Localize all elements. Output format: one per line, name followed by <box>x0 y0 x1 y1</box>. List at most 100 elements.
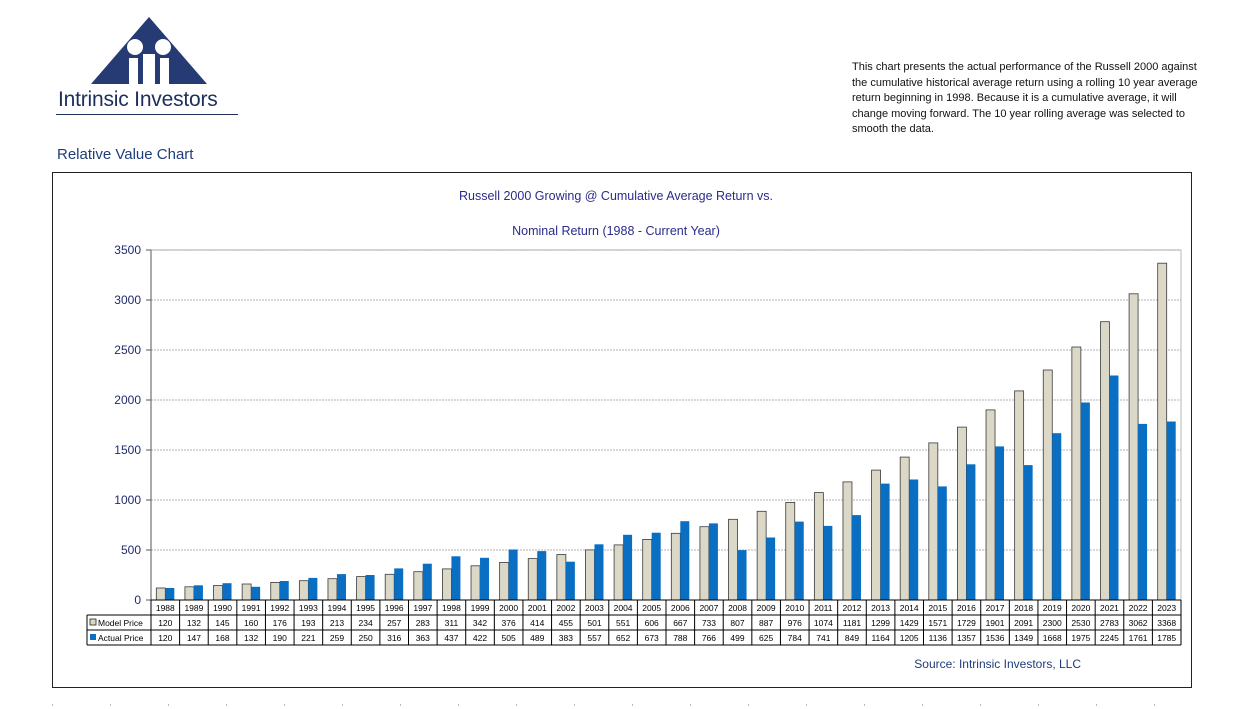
actual-price-value: 1164 <box>871 633 890 643</box>
model-price-value: 376 <box>502 618 516 628</box>
actual-price-value: 120 <box>158 633 172 643</box>
bar-actual-price <box>737 550 747 600</box>
model-price-value: 807 <box>730 618 744 628</box>
bar-actual-price <box>1138 423 1148 600</box>
x-tick-label: 1988 <box>156 603 175 613</box>
actual-price-value: 849 <box>845 633 859 643</box>
model-price-value: 976 <box>788 618 802 628</box>
model-price-value: 176 <box>273 618 287 628</box>
actual-price-value: 499 <box>730 633 744 643</box>
y-tick-label: 1000 <box>114 493 141 507</box>
bar-actual-price <box>794 521 804 600</box>
x-tick-label: 1993 <box>299 603 318 613</box>
model-price-value: 132 <box>187 618 201 628</box>
bar-actual-price <box>165 588 175 600</box>
bar-actual-price <box>1166 421 1176 600</box>
x-tick-label: 2005 <box>642 603 661 613</box>
x-tick-label: 2002 <box>556 603 575 613</box>
bar-actual-price <box>336 574 346 600</box>
actual-price-value: 221 <box>301 633 315 643</box>
y-axis: 0 500 1000 1500 2000 2500 3000 3500 <box>114 243 1182 607</box>
actual-price-value: 1536 <box>986 633 1005 643</box>
chart-source: Source: Intrinsic Investors, LLC <box>914 657 1081 671</box>
actual-price-value: 673 <box>645 633 659 643</box>
actual-price-value: 652 <box>616 633 630 643</box>
x-tick-label: 1994 <box>328 603 347 613</box>
actual-price-value: 489 <box>530 633 544 643</box>
model-price-value: 667 <box>673 618 687 628</box>
bar-actual-price <box>823 525 833 600</box>
bar-actual-price <box>394 568 404 600</box>
bars <box>155 262 1176 601</box>
actual-price-value: 363 <box>416 633 430 643</box>
bar-model-price <box>728 518 738 601</box>
brand-name: Intrinsic Investors <box>58 88 218 111</box>
bar-model-price <box>613 544 624 601</box>
x-tick-label: 2010 <box>785 603 804 613</box>
x-tick-label: 2004 <box>614 603 633 613</box>
x-tick-label: 2012 <box>843 603 862 613</box>
bar-model-price <box>356 576 366 601</box>
bar-model-price <box>327 578 338 601</box>
x-tick-label: 1991 <box>242 603 261 613</box>
bar-model-price <box>556 554 567 601</box>
x-tick-label: 1997 <box>413 603 432 613</box>
bar-model-price <box>270 581 281 601</box>
bar-actual-price <box>708 523 718 600</box>
bar-model-price <box>184 586 195 601</box>
bar-model-price <box>442 568 452 601</box>
bar-actual-price <box>308 577 318 600</box>
bar-actual-price <box>594 544 604 600</box>
x-tick-label: 1999 <box>471 603 490 613</box>
actual-price-value: 784 <box>788 633 802 643</box>
actual-price-value: 788 <box>673 633 687 643</box>
bar-model-price <box>899 456 910 601</box>
legend-label: Actual Price <box>98 633 144 643</box>
bar-actual-price <box>766 537 776 600</box>
bar-actual-price <box>193 585 203 600</box>
model-price-value: 342 <box>473 618 487 628</box>
bar-model-price <box>957 426 967 601</box>
chart-title: Russell 2000 Growing @ Cumulative Averag… <box>459 189 773 203</box>
x-tick-label: 2000 <box>499 603 518 613</box>
section-title: Relative Value Chart <box>57 146 194 163</box>
model-price-value: 733 <box>702 618 716 628</box>
actual-price-value: 259 <box>330 633 344 643</box>
x-tick-label: 2007 <box>699 603 718 613</box>
bar-actual-price <box>537 551 547 600</box>
bar-model-price <box>1100 321 1110 601</box>
chart-subtitle: Nominal Return (1988 - Current Year) <box>512 224 720 238</box>
x-tick-label: 2011 <box>814 603 833 613</box>
model-price-value: 311 <box>445 618 459 628</box>
y-tick-label: 1500 <box>114 443 141 457</box>
model-price-value: 414 <box>530 618 544 628</box>
bar-model-price <box>928 442 939 601</box>
actual-price-value: 190 <box>273 633 287 643</box>
x-tick-label: 2013 <box>871 603 890 613</box>
intrinsic-investors-logo <box>91 17 207 84</box>
model-price-value: 551 <box>616 618 630 628</box>
bar-model-price <box>585 549 595 601</box>
bar-actual-price <box>222 583 232 600</box>
x-tick-label: 2014 <box>900 603 919 613</box>
model-price-value: 160 <box>244 618 258 628</box>
bar-model-price <box>813 492 824 601</box>
x-tick-label: 2008 <box>728 603 747 613</box>
bar-model-price <box>499 561 510 601</box>
model-price-value: 257 <box>387 618 401 628</box>
bar-model-price <box>1014 390 1025 601</box>
relative-value-chart: Russell 2000 Growing @ Cumulative Averag… <box>86 189 1182 671</box>
model-price-value: 213 <box>330 618 344 628</box>
bar-model-price <box>842 481 853 601</box>
model-price-value: 2783 <box>1100 618 1119 628</box>
x-tick-label: 1996 <box>385 603 404 613</box>
model-price-value: 1181 <box>843 618 862 628</box>
model-price-value: 3062 <box>1129 618 1148 628</box>
actual-price-value: 557 <box>587 633 601 643</box>
bottom-divider <box>52 704 1192 706</box>
x-tick-label: 1998 <box>442 603 461 613</box>
brand-underline <box>56 114 238 115</box>
bar-actual-price <box>966 464 976 600</box>
bar-actual-price <box>365 575 375 600</box>
x-tick-label: 1990 <box>213 603 232 613</box>
